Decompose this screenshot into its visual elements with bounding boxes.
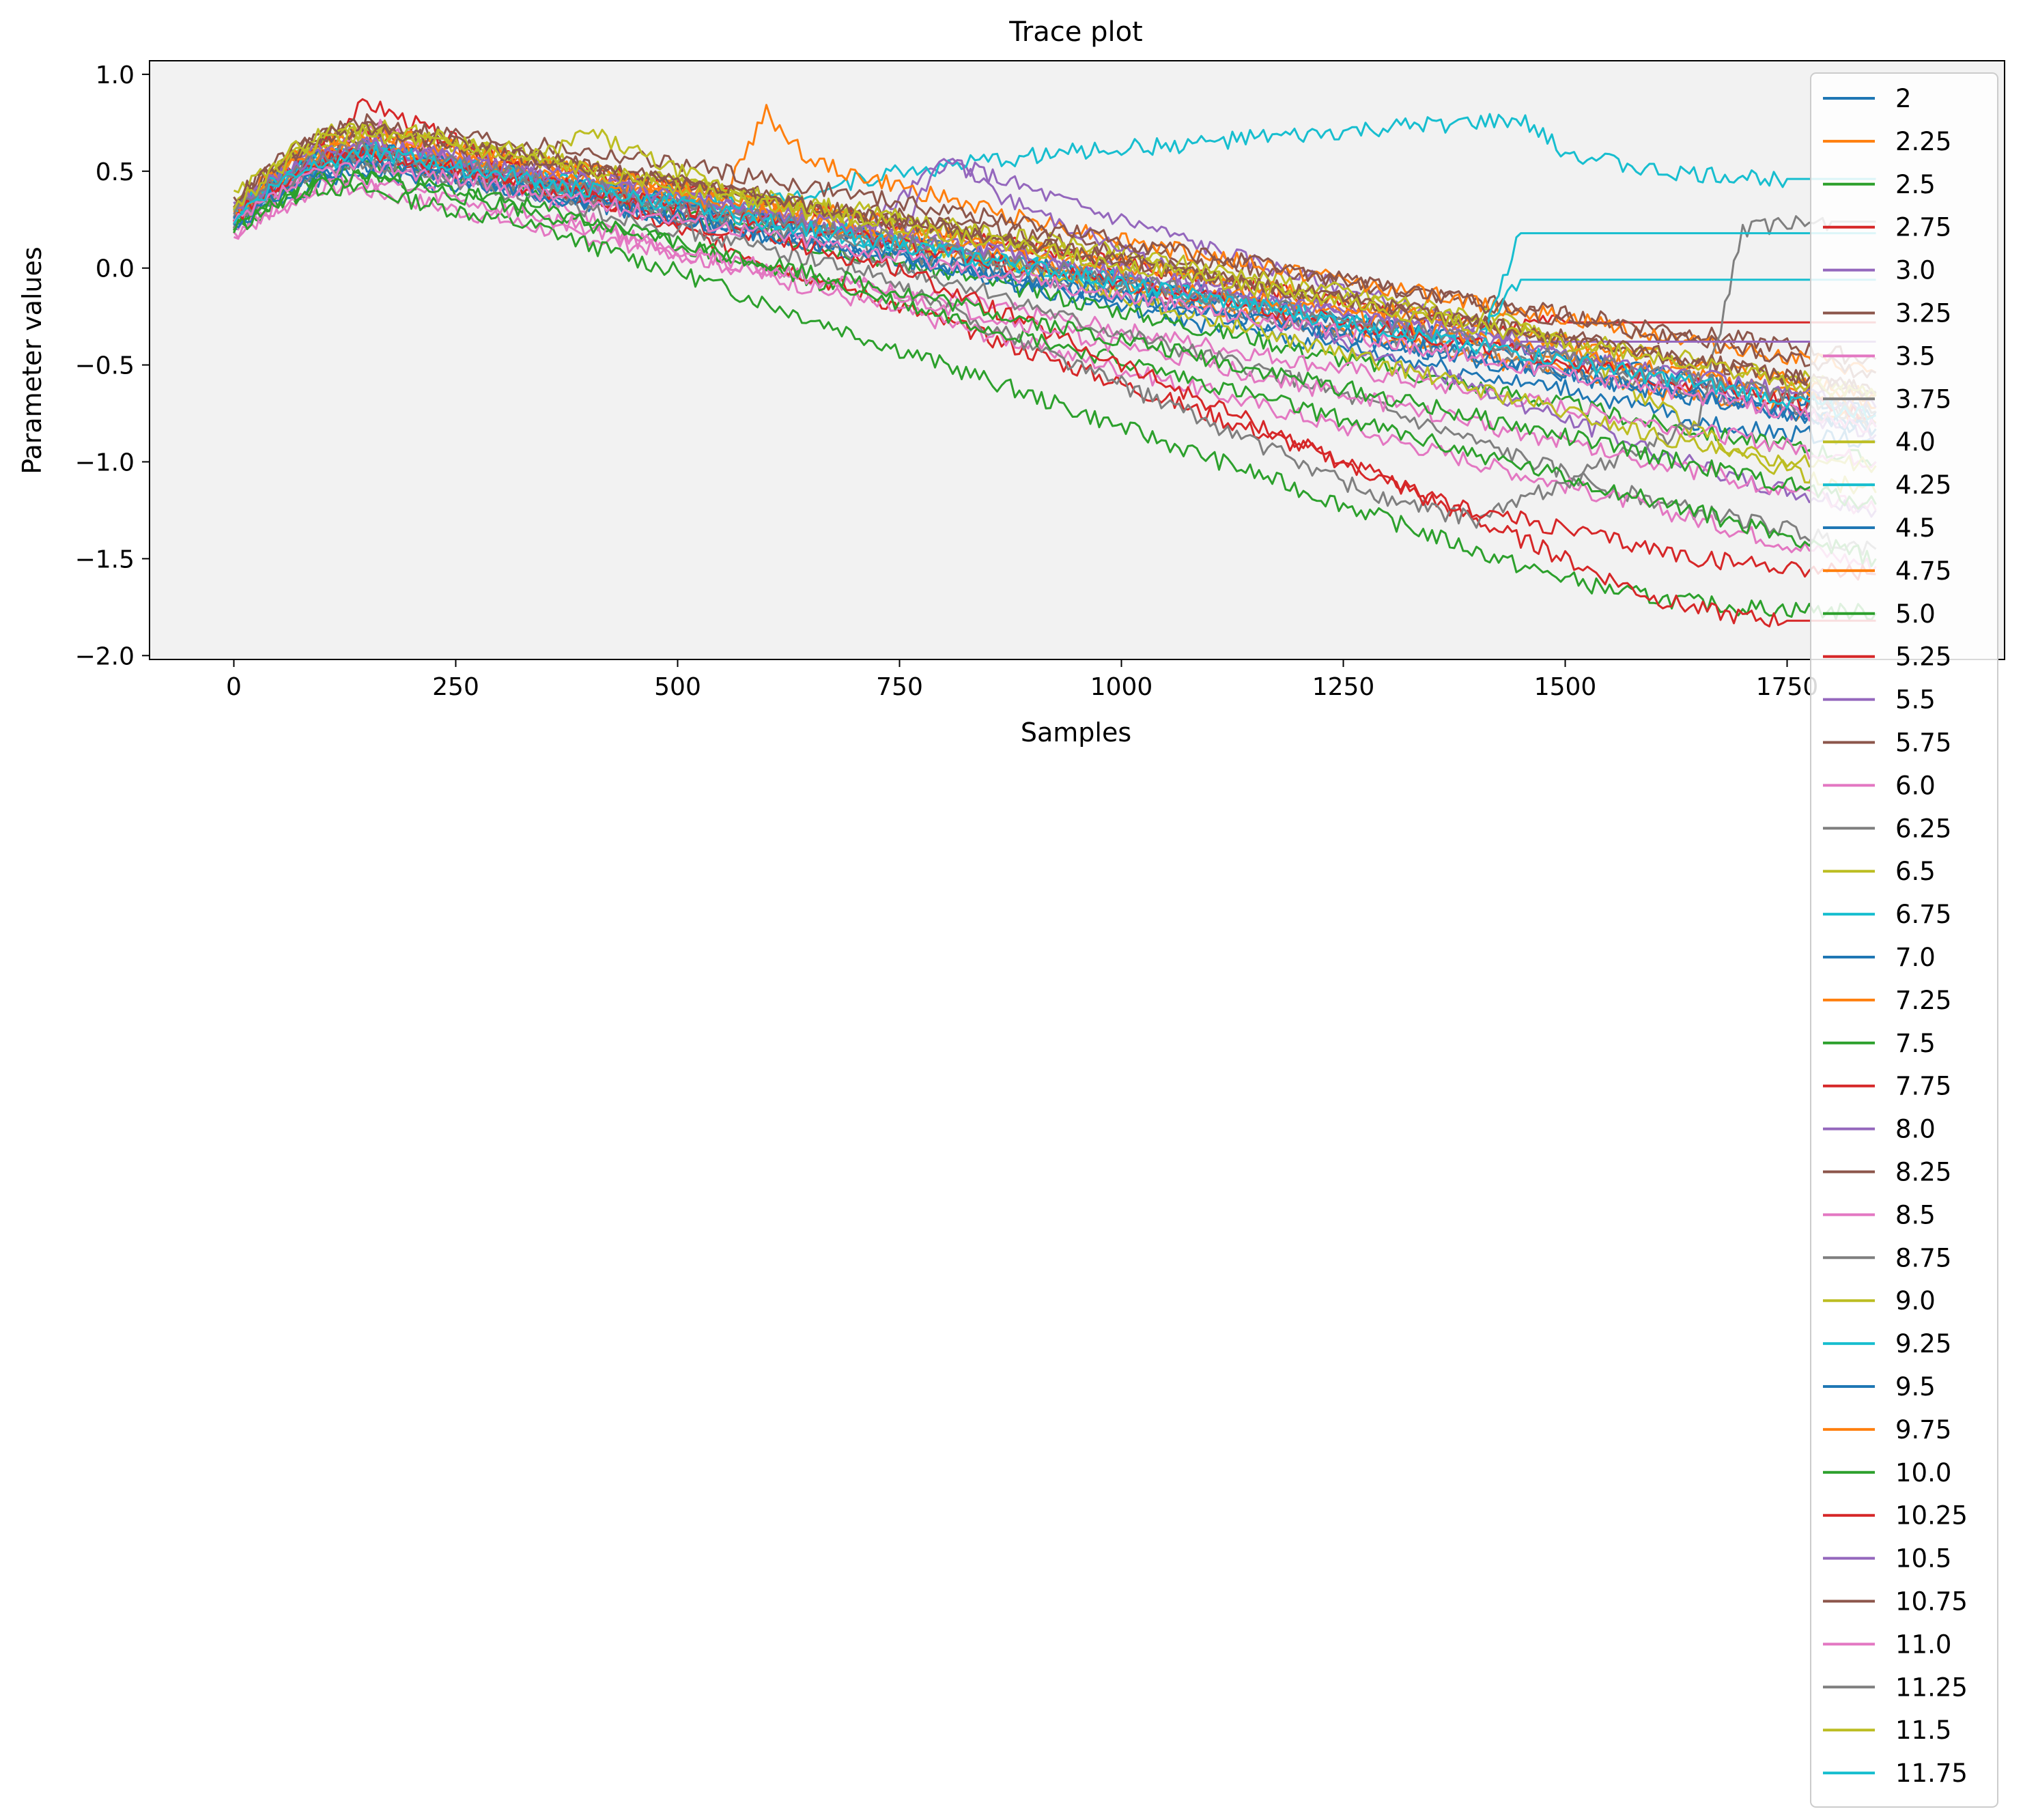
legend-label: 6.25 <box>1895 814 1951 843</box>
series-line <box>233 139 1876 419</box>
y-tick-label: −1.5 <box>75 545 135 573</box>
series-line <box>234 169 1877 567</box>
x-tick-label: 750 <box>876 673 923 701</box>
legend-label: 10.75 <box>1895 1587 1968 1617</box>
legend-label: 11.5 <box>1895 1716 1951 1745</box>
x-tick-label: 1000 <box>1090 673 1153 701</box>
series-line <box>233 171 1877 515</box>
x-tick-label: 1250 <box>1312 673 1375 701</box>
x-tick-label: 1500 <box>1534 673 1597 701</box>
x-tick-label: 250 <box>432 673 479 701</box>
series-line <box>233 124 1877 397</box>
y-tick-label: −2.0 <box>75 642 135 670</box>
series-line <box>234 149 1876 581</box>
plot-frame <box>149 60 2005 660</box>
y-tick-label: −0.5 <box>75 352 135 380</box>
legend-label: 8.75 <box>1895 1243 1951 1272</box>
legend-label: 10.5 <box>1895 1544 1951 1574</box>
legend-label: 4.25 <box>1895 470 1951 500</box>
legend-label: 3.0 <box>1895 256 1936 285</box>
series-line <box>233 170 1877 510</box>
legend-label: 3.5 <box>1895 341 1936 371</box>
legend-label: 4.0 <box>1895 427 1936 457</box>
series-line <box>233 98 1876 628</box>
legend-label: 8.25 <box>1895 1158 1951 1187</box>
series-line <box>233 180 1877 621</box>
chart-title: Trace plot <box>1008 16 1143 48</box>
series-line <box>233 178 1877 468</box>
legend-label: 9.75 <box>1895 1415 1951 1445</box>
legend-label: 9.0 <box>1895 1286 1936 1316</box>
legend-label: 2.25 <box>1895 127 1951 156</box>
legend-label: 11.0 <box>1895 1630 1951 1659</box>
legend-label: 6.0 <box>1895 771 1936 800</box>
series-line <box>233 144 1877 421</box>
y-tick-label: −1.0 <box>75 449 135 477</box>
legend-label: 7.0 <box>1895 943 1936 972</box>
y-tick-label: 1.0 <box>96 61 135 89</box>
legend-box <box>1810 72 1998 1808</box>
legend-label: 11.75 <box>1895 1759 1968 1788</box>
y-axis: 1.0 0.5 0.0 −0.5 −1.0 −1.5 −2.0 <box>75 61 150 670</box>
x-tick-label: 0 <box>226 673 242 701</box>
legend-label: 7.25 <box>1895 986 1951 1015</box>
legend-label: 7.5 <box>1895 1029 1936 1058</box>
series-line <box>233 154 1876 529</box>
legend-label: 10.25 <box>1895 1501 1968 1531</box>
series-line <box>233 145 1877 556</box>
legend-entries: 2 2.25 2.5 2.75 3.0 3.25 3.5 3.75 4.0 4.25 4.5 4.75… <box>1823 84 1968 1788</box>
x-axis-label: Samples <box>1021 717 1131 748</box>
x-tick-label: 500 <box>654 673 701 701</box>
x-tick-label: 1750 <box>1756 673 1819 701</box>
legend-label: 8.0 <box>1895 1115 1936 1144</box>
legend-label: 9.25 <box>1895 1329 1951 1359</box>
legend-label: 4.5 <box>1895 513 1936 543</box>
legend-label: 9.5 <box>1895 1372 1936 1402</box>
legend-label: 10.0 <box>1895 1458 1951 1488</box>
x-axis: 0 250 500 750 1000 1250 1500 1750 <box>226 659 1818 701</box>
legend-label: 3.75 <box>1895 384 1951 414</box>
legend-label: 6.75 <box>1895 900 1951 929</box>
legend-label: 2.75 <box>1895 213 1951 242</box>
legend-label: 5.5 <box>1895 685 1936 715</box>
legend-label: 3.25 <box>1895 299 1951 328</box>
legend-label: 8.5 <box>1895 1200 1936 1229</box>
y-tick-label: 0.0 <box>96 255 135 283</box>
legend-label: 2 <box>1895 84 1912 113</box>
series-line <box>233 154 1877 433</box>
y-tick-label: 0.5 <box>96 158 135 186</box>
y-axis-label: Parameter values <box>17 246 47 474</box>
legend-label: 5.75 <box>1895 728 1951 758</box>
legend: 2 2.25 2.5 2.75 3.0 3.25 3.5 3.75 4.0 4.25 4.5 4.75… <box>1810 72 1998 1808</box>
legend-label: 7.75 <box>1895 1072 1951 1101</box>
legend-label: 2.5 <box>1895 170 1936 199</box>
legend-label: 5.0 <box>1895 599 1936 629</box>
legend-label: 6.5 <box>1895 857 1936 886</box>
legend-label: 4.75 <box>1895 556 1951 586</box>
series-layer <box>233 98 1877 628</box>
legend-label: 5.25 <box>1895 642 1951 672</box>
legend-label: 11.25 <box>1895 1673 1968 1702</box>
